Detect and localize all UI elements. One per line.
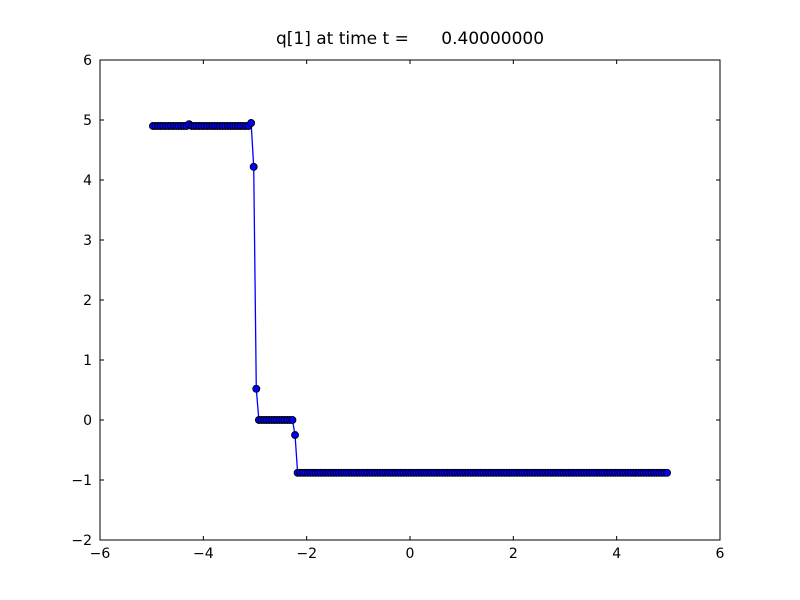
x-tick-label: −6 [90, 546, 111, 562]
x-tick-label: −4 [193, 546, 214, 562]
y-tick-label: 1 [83, 353, 92, 369]
axes-border [99, 59, 721, 541]
y-tick-label: 0 [83, 413, 92, 429]
x-axis-ticks: −6 −4 −2 0 2 4 6 [90, 60, 725, 562]
plot-markers [149, 119, 671, 477]
data-point-marker [288, 416, 297, 424]
y-tick-label: −1 [71, 473, 92, 489]
y-axis-ticks: −2 −1 0 1 2 3 4 5 6 [71, 53, 720, 549]
y-tick-label: 2 [83, 293, 92, 309]
y-tick-label: 5 [83, 113, 92, 129]
data-point-marker [252, 384, 261, 393]
y-tick-label: 4 [83, 173, 92, 189]
x-tick-label: 4 [612, 546, 621, 562]
data-point-marker [249, 162, 258, 171]
data-point-marker [663, 468, 671, 477]
chart-title: q[1] at time t = 0.40000000 [275, 29, 545, 49]
axes-frame [99, 59, 721, 541]
data-point-marker [247, 119, 256, 127]
x-tick-label: 6 [716, 546, 725, 562]
x-tick-label: 2 [509, 546, 518, 562]
y-tick-label: 6 [83, 53, 92, 69]
x-tick-label: −2 [296, 546, 317, 562]
y-tick-label: 3 [83, 233, 92, 249]
data-point-marker [291, 431, 299, 439]
y-tick-label: −2 [71, 533, 92, 549]
x-tick-label: 0 [406, 546, 415, 562]
